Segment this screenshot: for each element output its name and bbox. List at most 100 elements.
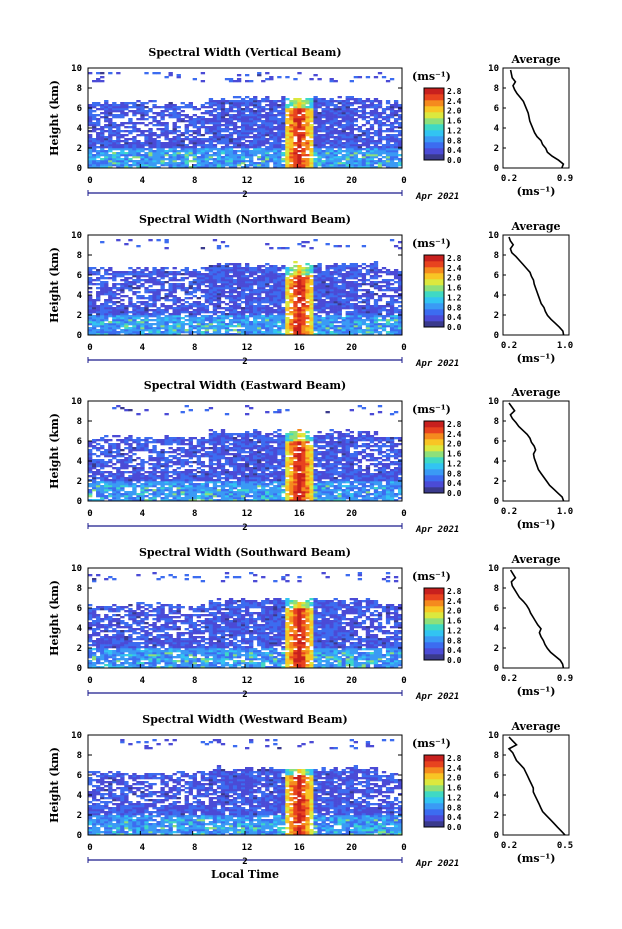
heatmap-cell	[333, 128, 338, 131]
heatmap-cell	[176, 327, 181, 330]
heatmap-cell	[196, 275, 202, 278]
heatmap-cell	[305, 283, 310, 286]
heatmap-cell	[116, 106, 121, 109]
heatmap-cell	[389, 114, 395, 117]
heatmap-cell	[208, 162, 214, 165]
heatmap-cell	[132, 471, 137, 474]
heatmap-cell	[285, 295, 290, 298]
heatmap-cell	[172, 104, 177, 107]
heatmap-cell	[301, 116, 306, 119]
heatmap-cell	[92, 164, 97, 167]
heatmap-cell	[373, 166, 379, 169]
heatmap-cell	[132, 122, 137, 125]
heatmap-cell	[253, 315, 258, 318]
heatmap-cell	[168, 158, 173, 161]
heatmap-cell	[208, 98, 214, 101]
heatmap-cell	[345, 142, 350, 145]
heatmap-cell	[313, 114, 318, 117]
heatmap-cell	[92, 126, 97, 129]
heatmap-cell	[176, 114, 181, 117]
heatmap-cell	[397, 144, 403, 147]
heatmap-cell	[200, 126, 206, 129]
heatmap-cell	[164, 307, 169, 310]
heatmap-cell	[240, 283, 246, 286]
heatmap-cell	[92, 463, 97, 466]
heatmap-cell	[160, 132, 165, 135]
heatmap-cell	[369, 110, 375, 113]
heatmap-cell	[325, 146, 330, 149]
heatmap-cell	[361, 134, 367, 137]
heatmap-cell	[305, 102, 310, 105]
heatmap-cell	[285, 156, 290, 159]
heatmap-cell	[289, 134, 294, 137]
heatmap-cell	[180, 273, 185, 276]
heatmap-cell	[168, 160, 173, 163]
heatmap-cell	[325, 333, 330, 336]
heatmap-cell	[281, 100, 286, 103]
heatmap-cell	[92, 485, 97, 488]
heatmap-cell	[196, 307, 202, 310]
heatmap-cell	[96, 313, 101, 316]
heatmap-cell	[353, 98, 359, 101]
heatmap-cell	[285, 317, 290, 320]
heatmap-cell	[112, 451, 117, 454]
heatmap-cell	[216, 305, 222, 308]
heatmap-cell	[313, 102, 318, 105]
heatmap-cell	[160, 275, 165, 278]
heatmap-cell	[88, 287, 93, 290]
heatmap-cell	[269, 138, 274, 141]
heatmap-cell	[317, 128, 322, 131]
heatmap-cell	[265, 269, 270, 272]
heatmap-cell	[277, 156, 282, 159]
heatmap-cell	[116, 311, 121, 314]
heatmap-cell	[100, 104, 105, 107]
heatmap-cell	[120, 471, 125, 474]
heatmap-cell	[220, 265, 226, 268]
heatmap-cell	[220, 158, 226, 161]
heatmap-cell	[152, 289, 157, 292]
heatmap-cell	[289, 333, 294, 336]
heatmap-cell	[204, 305, 210, 308]
heatmap-cell	[236, 269, 242, 272]
heatmap-cell	[285, 144, 290, 147]
heatmap-cell	[216, 263, 222, 266]
colorbar-tick-label: 1.6	[447, 284, 462, 293]
heatmap-cell	[325, 287, 330, 290]
heatmap-cell	[265, 275, 270, 278]
heatmap-cell	[168, 164, 173, 167]
heatmap-cell	[96, 487, 101, 490]
heatmap-cell	[176, 116, 181, 119]
heatmap-cell	[341, 128, 346, 131]
heatmap-cell	[265, 130, 270, 133]
heatmap-cell	[329, 327, 334, 330]
heatmap-cell	[232, 305, 238, 308]
heatmap-cell	[108, 128, 113, 131]
heatmap-cell	[120, 291, 125, 294]
heatmap-cell	[144, 481, 149, 484]
heatmap-cell	[128, 305, 133, 308]
heatmap-cell	[156, 307, 161, 310]
heatmap-cell	[152, 106, 157, 109]
heatmap-cell	[232, 142, 238, 145]
heatmap-cell	[236, 136, 242, 139]
heatmap-cell	[96, 154, 101, 157]
heatmap-cell	[281, 128, 286, 131]
heatmap-cell	[345, 317, 350, 320]
heatmap-cell	[192, 120, 197, 123]
heatmap-cell	[124, 283, 129, 286]
heatmap-cell	[369, 112, 375, 115]
heatmap-cell	[172, 112, 177, 115]
heatmap-cell	[377, 152, 383, 155]
heatmap-cell	[329, 150, 334, 153]
heatmap-cell	[156, 166, 161, 169]
heatmap-cell	[321, 108, 326, 111]
heatmap-cell	[285, 162, 290, 165]
heatmap-cell	[148, 477, 153, 480]
heatmap-cell	[168, 148, 173, 151]
heatmap-cell	[313, 116, 318, 119]
heatmap-cell	[148, 493, 153, 496]
heatmap-cell	[349, 124, 354, 127]
heatmap-cell	[200, 150, 206, 153]
heatmap-cell	[108, 166, 113, 169]
heatmap-cell	[285, 142, 290, 145]
